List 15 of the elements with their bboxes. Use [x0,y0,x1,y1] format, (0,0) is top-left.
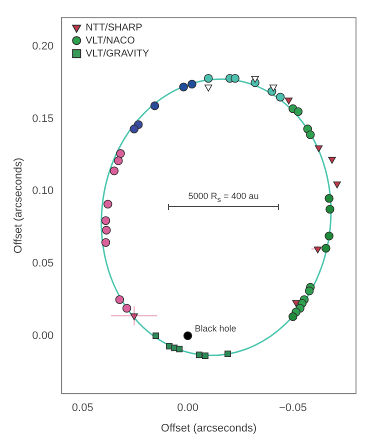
x-axis-title: Offset (arcseconds) [160,422,257,434]
annotation: 5000 R$_{s}$ = 400 au [187,190,260,204]
y-tick-label: 0.10 [32,185,54,198]
y-tick-label: 0.05 [32,257,54,270]
x-tick-label: 0.00 [177,402,198,414]
legend-label: NTT/SHARP [86,22,143,34]
y-tick-label: 0.00 [32,330,54,342]
x-tick-label: 0.05 [72,402,94,414]
legend-label: VLT/GRAVITY [86,48,150,60]
y-axis-title: Offset (arcseconds) [12,158,25,254]
x-tick-label: −0.05 [278,402,307,414]
y-tick-label: 0.20 [32,40,54,53]
annotation: Black hole [194,324,236,334]
legend-label: VLT/NACO [86,35,136,46]
y-tick-label: 0.15 [32,112,54,125]
